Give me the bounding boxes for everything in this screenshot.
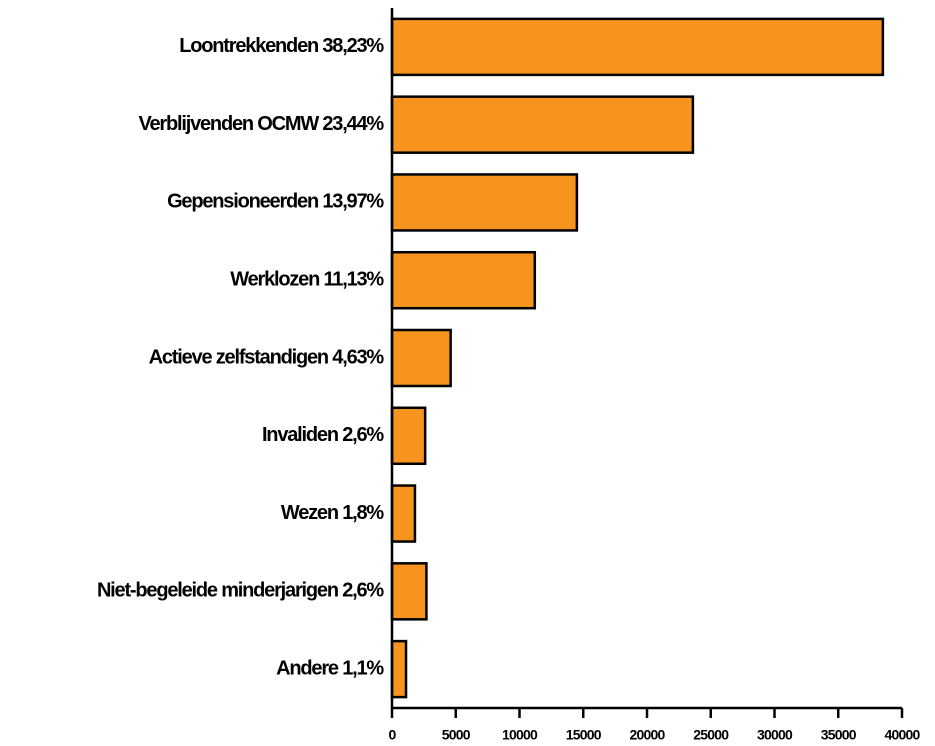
x-tick-label: 25000: [693, 727, 729, 743]
x-tick-label: 15000: [566, 727, 602, 743]
x-tick-label: 10000: [502, 727, 538, 743]
bar: [390, 17, 885, 77]
category-label: Gepensioneerden 13,97%: [167, 191, 384, 213]
x-tick-label: 5000: [442, 727, 471, 743]
category-label: Wezen 1,8%: [281, 502, 385, 524]
bar: [390, 639, 408, 699]
category-label: Loontrekkenden 38,23%: [179, 35, 384, 57]
x-tick-label: 35000: [821, 727, 857, 743]
category-label: Verblijvenden OCMW 23,44%: [138, 113, 384, 135]
x-tick-label: 30000: [757, 727, 793, 743]
bar: [390, 328, 452, 388]
bar: [390, 173, 579, 232]
x-tick-label: 40000: [885, 727, 921, 743]
category-label: Andere 1,1%: [276, 657, 384, 679]
bar: [390, 406, 427, 466]
x-tick-label: 20000: [630, 727, 666, 743]
x-tick-label: 0: [389, 727, 397, 743]
bar: [390, 484, 417, 543]
bar: [390, 250, 537, 310]
bar: [390, 95, 695, 154]
bar: [390, 562, 428, 621]
category-label: Invaliden 2,6%: [262, 424, 384, 446]
category-label: Werklozen 11,13%: [230, 269, 384, 291]
category-label: Actieve zelfstandigen 4,63%: [149, 346, 385, 368]
category-label: Niet-begeleide minderjarigen 2,6%: [97, 580, 384, 602]
